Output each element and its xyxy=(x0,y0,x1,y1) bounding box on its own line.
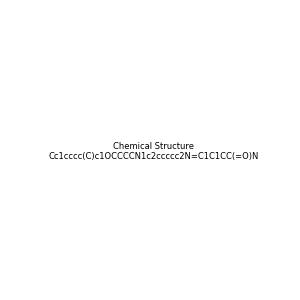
Text: Chemical Structure
Cc1cccc(C)c1OCCCCN1c2ccccc2N=C1C1CC(=O)N: Chemical Structure Cc1cccc(C)c1OCCCCN1c2… xyxy=(49,142,259,161)
